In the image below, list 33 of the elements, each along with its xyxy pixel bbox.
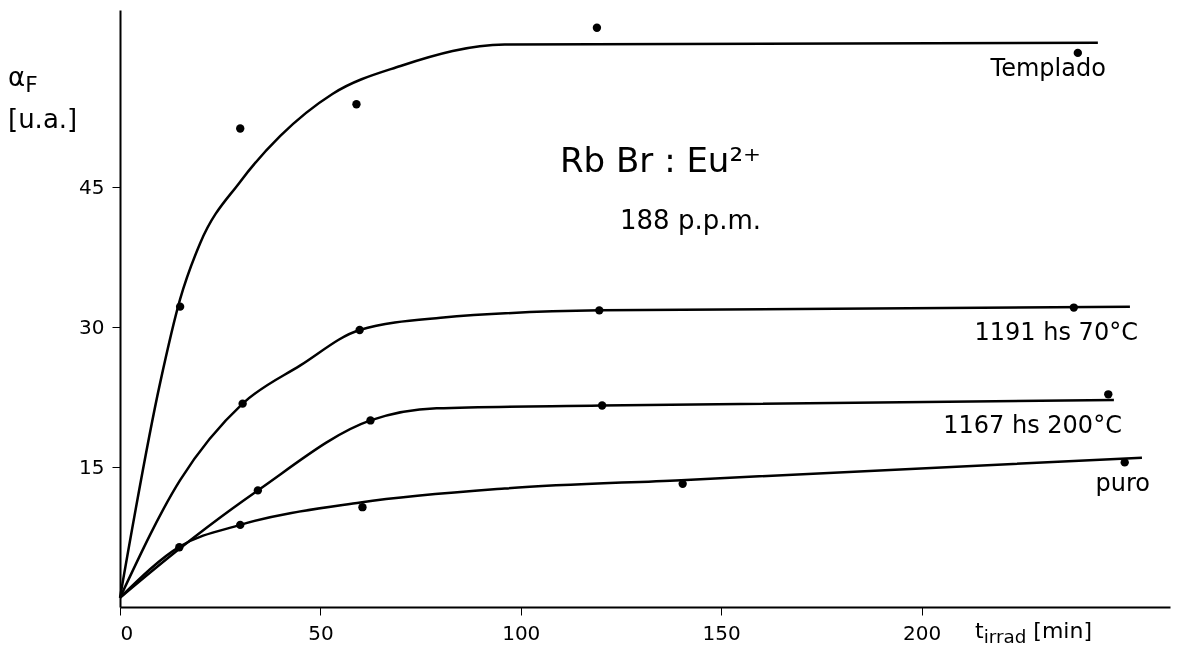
point [1073,48,1083,58]
point [595,306,604,315]
point [236,520,245,530]
point [592,23,602,32]
x-tick-label: 0 [120,620,134,645]
point [175,302,185,311]
point [366,416,375,425]
point [597,401,607,410]
series-label: Templado [989,53,1106,82]
series-label: puro [1095,468,1150,497]
series-label: 1167 hs 200°C [943,410,1122,439]
point [1104,390,1113,399]
point [253,486,263,495]
point [175,543,184,552]
point [355,325,364,335]
y-tick-label: 30 [79,314,105,339]
point [238,399,247,408]
x-tick-label: 150 [702,620,741,645]
point [1069,303,1078,312]
point [236,124,245,133]
x-tick-label: 50 [308,620,334,645]
x-axis-title: t$_{irrad}$ [min] [975,618,1093,648]
point [1120,458,1129,467]
y-tick-label: 15 [79,454,105,479]
x-tick-label: 100 [502,620,541,645]
point [352,100,361,109]
y-tick-label: 45 [79,174,105,199]
point [358,503,367,512]
annotation: 188 p.p.m. [620,205,762,235]
series-label: 1191 hs 70°C [974,317,1138,346]
x-tick-label: 200 [902,620,942,645]
y-axis-title: α$_{F}$ [u.a.] [8,61,79,137]
annotation: Rb Br : Eu²⁺ [560,140,761,180]
